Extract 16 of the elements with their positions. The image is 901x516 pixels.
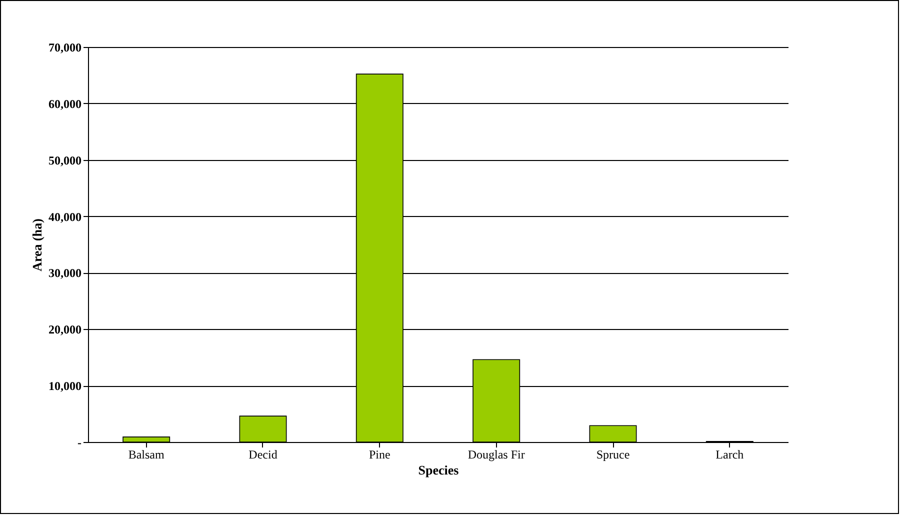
y-tick-label: 40,000 — [48, 210, 82, 224]
y-tick-label: 50,000 — [48, 153, 82, 168]
y-tick-label: 70,000 — [48, 40, 82, 54]
y-tick-label: 20,000 — [48, 322, 82, 337]
x-tick-label: Larch — [716, 448, 744, 462]
x-tick-label: Decid — [248, 448, 278, 462]
x-tick-label: Balsam — [128, 448, 165, 462]
x-axis-title: Species — [418, 462, 459, 478]
y-tick-label: - — [78, 436, 82, 450]
x-tick-label: Spruce — [596, 448, 630, 462]
x-tick-label: Pine — [368, 448, 390, 462]
y-tick-label: 10,000 — [48, 379, 82, 394]
y-tick-label: 60,000 — [48, 96, 82, 111]
y-axis-title: Area (ha) — [30, 218, 44, 272]
x-tick-label: Douglas Fir — [468, 448, 525, 462]
y-tick-label: 30,000 — [48, 266, 82, 280]
